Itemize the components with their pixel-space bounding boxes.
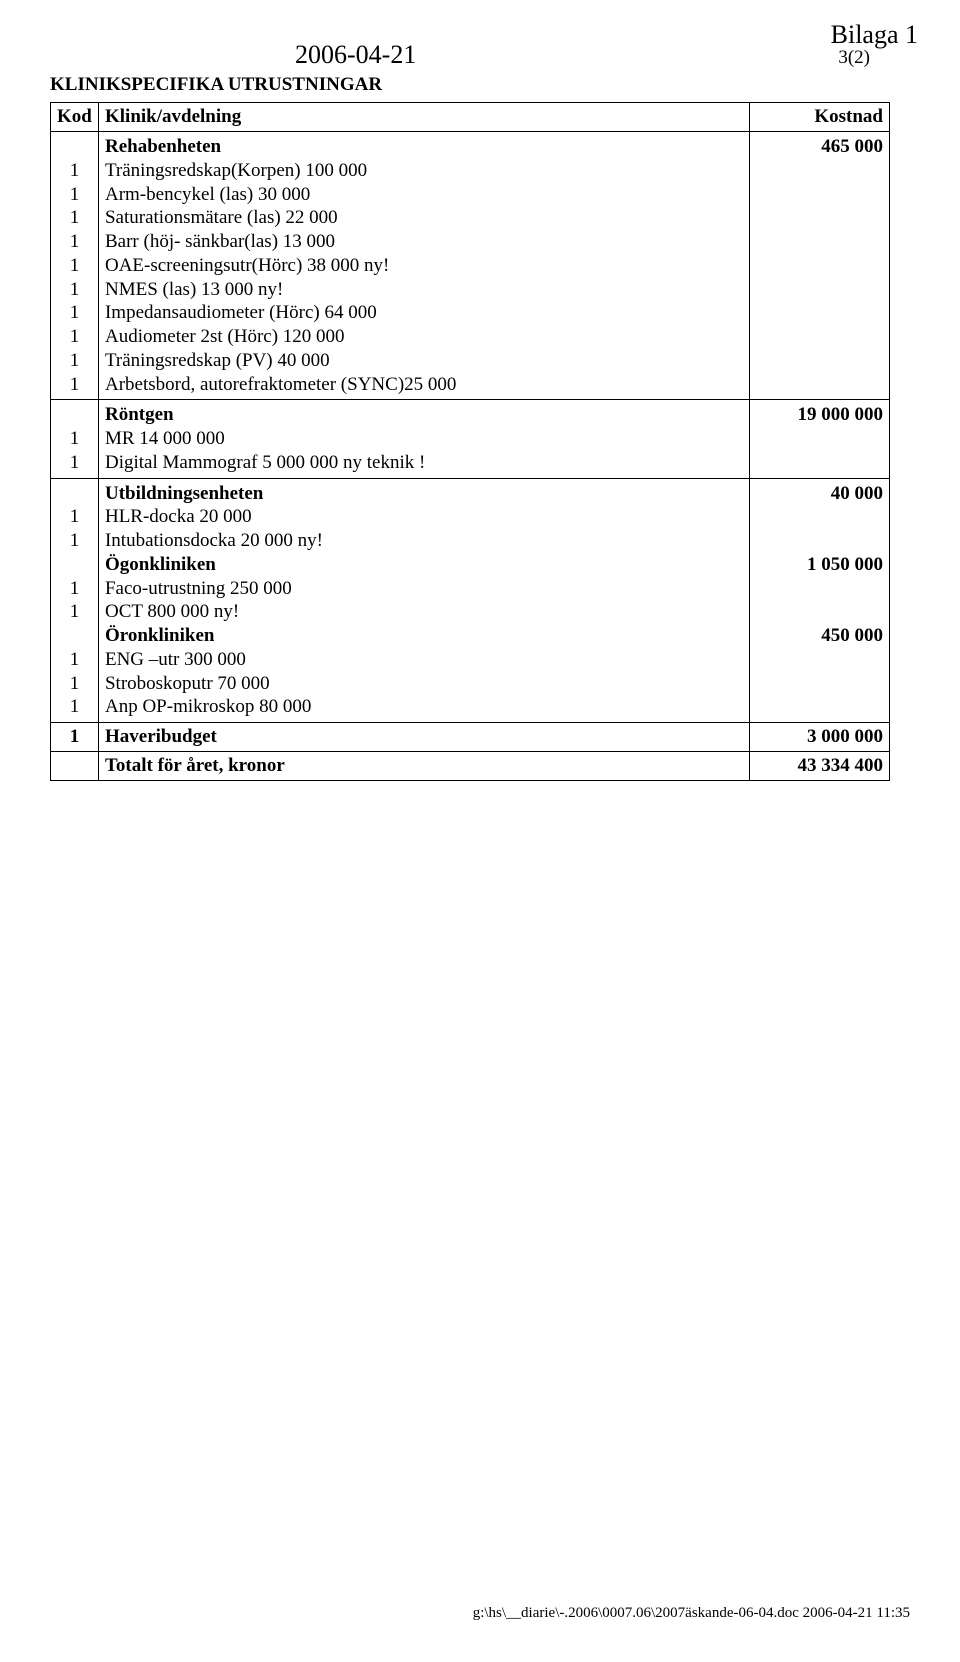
total-row: Totalt för året, kronor 43 334 400 <box>51 752 890 781</box>
item-text: ENG –utr 300 000 <box>105 648 743 672</box>
haveribudget-row: 1 Haveribudget 3 000 000 <box>51 723 890 752</box>
item-kod: 1 <box>57 159 92 183</box>
item-text: Träningsredskap(Korpen) 100 000 <box>105 159 743 183</box>
item-text: Barr (höj- sänkbar(las) 13 000 <box>105 230 743 254</box>
equipment-table: Kod Klinik/avdelning Kostnad 1111111111R… <box>50 102 890 781</box>
item-kod: 1 <box>57 183 92 207</box>
page-number: 3(2) <box>838 47 870 69</box>
item-text: Arbetsbord, autorefraktometer (SYNC)25 0… <box>105 373 743 397</box>
section-cost: 19 000 000 <box>756 403 883 427</box>
item-kod: 1 <box>57 600 92 624</box>
item-kod: 1 <box>57 301 92 325</box>
document-date: 2006-04-21 <box>295 40 416 70</box>
item-kod: 1 <box>57 577 92 601</box>
col-header-kostnad: Kostnad <box>750 103 890 132</box>
item-kod: 1 <box>57 254 92 278</box>
section-kod-cell: 11 11 111 <box>51 478 99 723</box>
section-name: Rehabenheten <box>105 135 743 159</box>
item-kod: 1 <box>57 373 92 397</box>
section-kod-cell: 1111111111 <box>51 132 99 400</box>
item-kod: 1 <box>57 672 92 696</box>
section-klinik-cell: RöntgenMR 14 000 000Digital Mammograf 5 … <box>98 400 749 478</box>
item-kod: 1 <box>57 695 92 719</box>
item-kod: 1 <box>57 427 92 451</box>
item-text: Faco-utrustning 250 000 <box>105 577 743 601</box>
section-row: 1111111111RehabenhetenTräningsredskap(Ko… <box>51 132 890 400</box>
item-kod: 1 <box>57 451 92 475</box>
total-label: Totalt för året, kronor <box>98 752 749 781</box>
item-text: OCT 800 000 ny! <box>105 600 743 624</box>
item-kod: 1 <box>57 648 92 672</box>
item-text: Stroboskoputr 70 000 <box>105 672 743 696</box>
item-kod: 1 <box>57 230 92 254</box>
section-row-merged: 11 11 111UtbildningsenhetenHLR-docka 20 … <box>51 478 890 723</box>
item-text: Audiometer 2st (Hörc) 120 000 <box>105 325 743 349</box>
section-cost-cell: 465 000 <box>750 132 890 400</box>
footer-path: g:\hs\__diarie\-.2006\0007.06\2007äskand… <box>473 1605 910 1622</box>
item-kod: 1 <box>57 505 92 529</box>
item-kod: 1 <box>57 349 92 373</box>
total-cost: 43 334 400 <box>750 752 890 781</box>
item-text: Digital Mammograf 5 000 000 ny teknik ! <box>105 451 743 475</box>
section-kod-cell: 11 <box>51 400 99 478</box>
item-kod: 1 <box>57 278 92 302</box>
page-title: KLINIKSPECIFIKA UTRUSTNINGAR <box>50 74 910 96</box>
haveribudget-label: Haveribudget <box>98 723 749 752</box>
item-text: OAE-screeningsutr(Hörc) 38 000 ny! <box>105 254 743 278</box>
section-cost: 450 000 <box>756 624 883 648</box>
attachment-label: Bilaga 1 <box>831 20 918 50</box>
item-text: Arm-bencykel (las) 30 000 <box>105 183 743 207</box>
item-text: MR 14 000 000 <box>105 427 743 451</box>
item-kod: 1 <box>57 325 92 349</box>
section-name: Öronkliniken <box>105 624 743 648</box>
item-text: Träningsredskap (PV) 40 000 <box>105 349 743 373</box>
item-text: Intubationsdocka 20 000 ny! <box>105 529 743 553</box>
haveribudget-cost: 3 000 000 <box>750 723 890 752</box>
section-cost: 465 000 <box>756 135 883 159</box>
section-cost: 40 000 <box>756 482 883 506</box>
section-cost-cell: 40 000 1 050 000 450 000 <box>750 478 890 723</box>
section-cost: 1 050 000 <box>756 553 883 577</box>
section-klinik-cell: UtbildningsenhetenHLR-docka 20 000Intuba… <box>98 478 749 723</box>
col-header-kod: Kod <box>51 103 99 132</box>
total-kod <box>51 752 99 781</box>
item-kod: 1 <box>57 529 92 553</box>
section-name: Utbildningsenheten <box>105 482 743 506</box>
haveribudget-kod: 1 <box>51 723 99 752</box>
item-kod: 1 <box>57 206 92 230</box>
item-text: Impedansaudiometer (Hörc) 64 000 <box>105 301 743 325</box>
item-text: HLR-docka 20 000 <box>105 505 743 529</box>
col-header-klinik: Klinik/avdelning <box>98 103 749 132</box>
section-name: Ögonkliniken <box>105 553 743 577</box>
item-text: NMES (las) 13 000 ny! <box>105 278 743 302</box>
section-klinik-cell: RehabenhetenTräningsredskap(Korpen) 100 … <box>98 132 749 400</box>
table-header-row: Kod Klinik/avdelning Kostnad <box>51 103 890 132</box>
section-cost-cell: 19 000 000 <box>750 400 890 478</box>
section-name: Röntgen <box>105 403 743 427</box>
item-text: Anp OP-mikroskop 80 000 <box>105 695 743 719</box>
item-text: Saturationsmätare (las) 22 000 <box>105 206 743 230</box>
section-row: 11RöntgenMR 14 000 000Digital Mammograf … <box>51 400 890 478</box>
